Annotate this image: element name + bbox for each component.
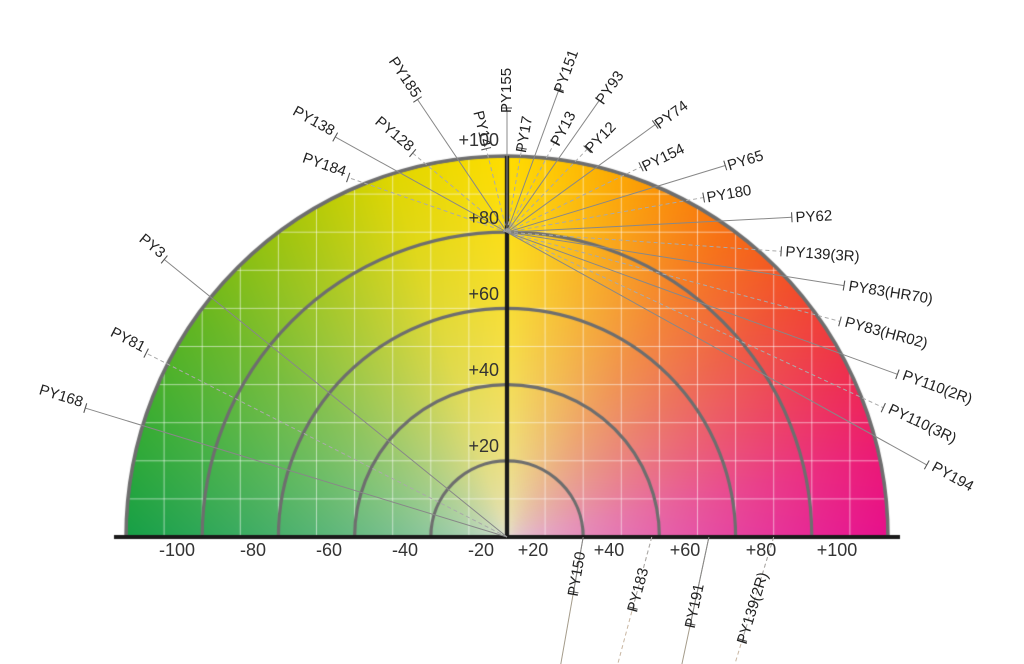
svg-text:+100: +100: [817, 540, 858, 560]
svg-text:PY65: PY65: [725, 147, 765, 174]
svg-text:PY128: PY128: [372, 113, 417, 155]
svg-text:PY12: PY12: [582, 119, 620, 157]
svg-text:PY139(2R): PY139(2R): [734, 570, 772, 646]
svg-text:PY151: PY151: [551, 48, 582, 96]
svg-text:PY81: PY81: [108, 324, 148, 356]
svg-text:PY83(HR70): PY83(HR70): [847, 278, 934, 308]
svg-text:PY3: PY3: [136, 231, 169, 262]
svg-text:-80: -80: [240, 540, 266, 560]
svg-text:-100: -100: [159, 540, 195, 560]
svg-text:+60: +60: [670, 540, 701, 560]
svg-text:PY184: PY184: [300, 150, 348, 181]
svg-text:PY110(2R): PY110(2R): [900, 367, 975, 408]
svg-text:PY194: PY194: [929, 459, 977, 496]
svg-text:PY138: PY138: [290, 103, 338, 140]
svg-text:PY150: PY150: [565, 550, 590, 597]
svg-text:+80: +80: [468, 208, 499, 228]
svg-text:PY17: PY17: [513, 115, 536, 154]
svg-text:PY110(3R): PY110(3R): [886, 401, 959, 447]
svg-text:PY183: PY183: [624, 566, 652, 614]
svg-text:PY93: PY93: [593, 68, 628, 108]
svg-text:PY185: PY185: [385, 54, 424, 101]
svg-text:+20: +20: [468, 436, 499, 456]
svg-text:PY139(3R): PY139(3R): [785, 243, 860, 265]
svg-text:-40: -40: [392, 540, 418, 560]
svg-text:+40: +40: [468, 360, 499, 380]
svg-text:+100: +100: [458, 130, 499, 150]
svg-text:PY155: PY155: [498, 68, 515, 113]
svg-text:-60: -60: [316, 540, 342, 560]
svg-text:PY191: PY191: [682, 582, 708, 630]
svg-text:PY180: PY180: [705, 182, 752, 207]
svg-text:+60: +60: [468, 284, 499, 304]
svg-text:PY13: PY13: [547, 109, 579, 149]
svg-text:PY168: PY168: [37, 381, 85, 410]
svg-text:+40: +40: [594, 540, 625, 560]
svg-text:PY74: PY74: [652, 97, 692, 132]
svg-text:+20: +20: [518, 540, 549, 560]
svg-text:-20: -20: [468, 540, 494, 560]
svg-text:PY62: PY62: [795, 207, 833, 226]
svg-text:+80: +80: [746, 540, 777, 560]
svg-text:PY83(HR02): PY83(HR02): [843, 314, 930, 352]
svg-text:PY154: PY154: [639, 140, 687, 175]
